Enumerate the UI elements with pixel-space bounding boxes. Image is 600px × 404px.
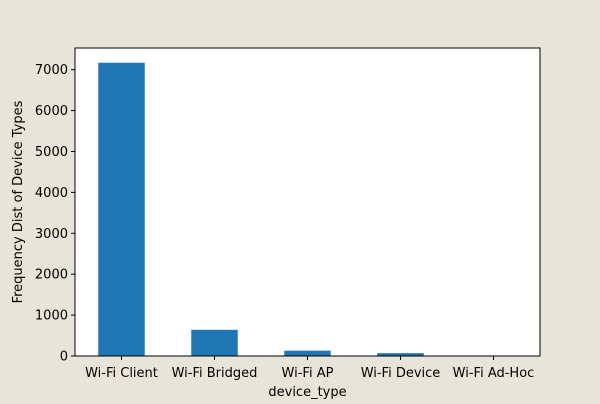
y-tick-label: 4000 bbox=[35, 186, 68, 201]
x-tick-label: Wi-Fi Bridged bbox=[172, 366, 258, 381]
y-axis: 0 1000 2000 3000 4000 5000 6000 7000 bbox=[35, 63, 75, 364]
x-axis-label: device_type bbox=[268, 385, 346, 400]
bar bbox=[98, 63, 145, 356]
x-axis: Wi-Fi Client Wi-Fi Bridged Wi-Fi AP Wi-Fi D… bbox=[85, 356, 534, 381]
y-tick-label: 2000 bbox=[35, 268, 68, 283]
y-tick-label: 0 bbox=[60, 350, 68, 365]
bar bbox=[284, 351, 331, 356]
y-tick-label: 1000 bbox=[35, 309, 68, 324]
x-tick-label: Wi-Fi Client bbox=[85, 366, 158, 381]
x-tick-label: Wi-Fi Device bbox=[361, 366, 441, 381]
y-tick-label: 7000 bbox=[35, 63, 68, 78]
bar bbox=[191, 330, 238, 356]
x-tick-label: Wi-Fi Ad-Hoc bbox=[453, 366, 535, 381]
x-tick-label: Wi-Fi AP bbox=[282, 366, 334, 381]
y-tick-label: 3000 bbox=[35, 227, 68, 242]
y-tick-label: 6000 bbox=[35, 104, 68, 119]
y-axis-label: Frequency Dist of Device Types bbox=[11, 100, 26, 303]
y-tick-label: 5000 bbox=[35, 145, 68, 160]
